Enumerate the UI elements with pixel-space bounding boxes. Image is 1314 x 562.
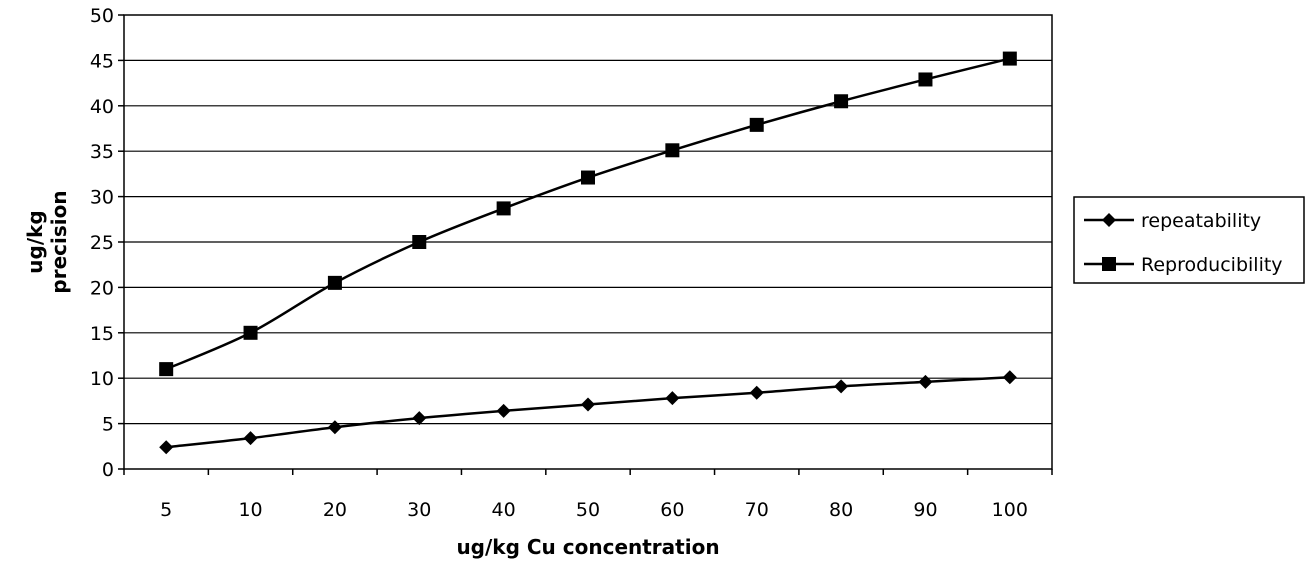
x-tick-label: 100 <box>992 499 1028 521</box>
y-tick-label: 0 <box>102 459 114 481</box>
data-point-square <box>412 235 427 249</box>
y-tick-label: 50 <box>90 5 114 27</box>
y-axis-ticks: 0 5 10 15 20 25 30 35 40 45 50 <box>90 5 124 481</box>
x-tick-label: 90 <box>913 499 937 521</box>
data-point-diamond <box>1002 370 1017 385</box>
y-tick-label: 30 <box>90 187 114 209</box>
data-point-diamond <box>834 379 849 394</box>
data-point-square <box>581 170 595 185</box>
x-tick-label: 60 <box>660 499 684 521</box>
legend-label-repeatability: repeatability <box>1141 210 1261 232</box>
data-point-diamond <box>412 411 427 426</box>
data-point-square <box>1002 51 1017 66</box>
x-tick-label: 40 <box>492 499 516 521</box>
x-tick-label: 70 <box>745 499 769 521</box>
data-point-diamond <box>243 431 258 446</box>
y-axis-title-line-2: precision <box>47 190 71 293</box>
data-point-diamond <box>581 397 595 412</box>
y-axis-title: ug/kg precision <box>23 190 71 293</box>
data-point-diamond <box>496 403 511 418</box>
x-tick-label: 30 <box>407 499 431 521</box>
data-point-square <box>159 362 174 377</box>
data-point-square <box>327 275 342 290</box>
data-point-square <box>243 325 258 340</box>
legend-marker-diamond-icon <box>1102 213 1116 227</box>
data-point-diamond <box>665 391 680 406</box>
x-tick-label: 5 <box>160 499 172 521</box>
data-point-diamond <box>327 420 342 435</box>
data-point-diamond <box>159 440 174 455</box>
legend-marker-square-icon <box>1102 257 1116 271</box>
data-point-square <box>918 72 933 87</box>
y-tick-label: 45 <box>90 50 114 72</box>
y-tick-label: 20 <box>90 277 114 299</box>
x-tick-label: 80 <box>829 499 853 521</box>
x-tick-label: 20 <box>323 499 347 521</box>
data-point-square <box>665 143 680 158</box>
data-point-square <box>834 94 849 109</box>
data-point-square <box>749 117 764 132</box>
y-tick-label: 40 <box>90 96 114 118</box>
y-tick-label: 15 <box>90 323 114 345</box>
y-axis-title-line-1: ug/kg <box>23 210 47 273</box>
y-tick-label: 25 <box>90 232 114 254</box>
data-point-diamond <box>749 385 764 400</box>
x-tick-label: 10 <box>238 499 262 521</box>
y-tick-label: 10 <box>90 368 114 390</box>
legend: repeatability Reproducibility <box>1073 196 1305 284</box>
series-layer <box>159 51 1017 455</box>
x-tick-label: 50 <box>576 499 600 521</box>
legend-label-reproducibility: Reproducibility <box>1141 254 1283 276</box>
x-axis-title: ug/kg Cu concentration <box>456 535 719 559</box>
data-point-diamond <box>918 374 933 389</box>
y-tick-label: 5 <box>102 414 114 436</box>
gridlines <box>124 59 1052 425</box>
y-tick-label: 35 <box>90 141 114 163</box>
x-axis-ticks: 5 10 20 30 40 50 60 70 80 90 100 <box>123 469 1053 521</box>
data-point-square <box>496 201 511 216</box>
